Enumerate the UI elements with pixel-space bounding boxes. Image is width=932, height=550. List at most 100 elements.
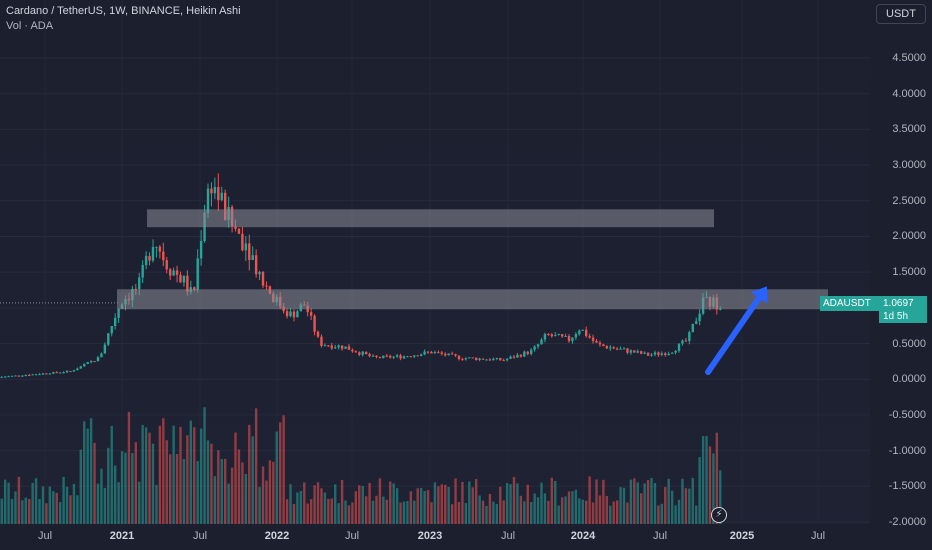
time-tick-label: 2023 bbox=[417, 530, 443, 542]
candle-body bbox=[495, 357, 499, 359]
candle-body bbox=[361, 351, 364, 355]
volume-bar bbox=[320, 488, 323, 524]
candle-body bbox=[584, 329, 588, 337]
volume-bar bbox=[478, 495, 481, 524]
candle-body bbox=[619, 348, 622, 350]
candle-body bbox=[657, 352, 660, 355]
candle-body bbox=[626, 348, 629, 353]
volume-bar bbox=[419, 487, 423, 524]
volume-bar bbox=[454, 478, 457, 524]
volume-bar bbox=[389, 481, 392, 524]
candle-body bbox=[615, 348, 619, 350]
time-tick-label: 2024 bbox=[570, 530, 596, 542]
volume-bar bbox=[499, 486, 502, 524]
volume-bar bbox=[423, 490, 426, 524]
candle-body bbox=[433, 352, 437, 354]
price-tick-label: 2.0000 bbox=[892, 230, 926, 243]
volume-bar bbox=[695, 505, 698, 524]
volume-bar bbox=[650, 477, 653, 524]
candle-body bbox=[103, 344, 107, 354]
volume-bar bbox=[227, 483, 230, 524]
volume-bar bbox=[251, 436, 254, 524]
volume-bar bbox=[175, 453, 179, 524]
volume-bar bbox=[664, 486, 667, 524]
volume-bar bbox=[120, 451, 124, 524]
candle-body bbox=[175, 270, 179, 275]
volume-bar bbox=[567, 491, 571, 524]
candle-body bbox=[695, 321, 698, 324]
candle-body bbox=[474, 357, 478, 361]
volume-bar bbox=[512, 476, 516, 524]
price-tick-label: -0.5000 bbox=[888, 408, 926, 421]
volume-bar bbox=[543, 493, 547, 524]
candle-body bbox=[7, 376, 10, 378]
resistance-zone bbox=[117, 289, 828, 310]
price-chart[interactable] bbox=[0, 0, 870, 524]
volume-bar bbox=[131, 453, 134, 524]
candle-body bbox=[144, 256, 148, 265]
volume-bar bbox=[213, 476, 217, 524]
candle-body bbox=[382, 355, 385, 358]
volume-bar bbox=[155, 485, 158, 524]
volume-bar bbox=[519, 495, 523, 524]
candle-body bbox=[609, 347, 612, 349]
candle-body bbox=[719, 308, 722, 310]
volume-bar bbox=[495, 503, 499, 524]
volume-bar bbox=[715, 432, 719, 524]
volume-bar bbox=[602, 479, 605, 524]
volume-bar bbox=[464, 503, 468, 524]
volume-bar bbox=[533, 493, 536, 524]
chart-title[interactable]: Cardano / TetherUS, 1W, BINANCE, Heikin … bbox=[6, 5, 241, 17]
currency-button[interactable]: USDT bbox=[876, 4, 926, 24]
candle-body bbox=[622, 348, 626, 350]
candle-body bbox=[52, 372, 55, 374]
volume-bar bbox=[217, 450, 220, 524]
volume-bar bbox=[416, 488, 419, 524]
candle-body bbox=[45, 373, 48, 375]
candle-body bbox=[419, 354, 423, 357]
time-tick-label: Jul bbox=[37, 530, 53, 542]
candle-body bbox=[409, 356, 413, 358]
volume-bar bbox=[31, 482, 34, 524]
candle-body bbox=[234, 226, 237, 229]
candle-body bbox=[199, 241, 203, 259]
candle-body bbox=[261, 271, 265, 286]
volume-bar bbox=[485, 505, 488, 524]
candle-body bbox=[413, 355, 416, 357]
candle-body bbox=[468, 357, 471, 359]
candle-body bbox=[358, 352, 361, 355]
volume-bar bbox=[89, 418, 93, 524]
volume-bar bbox=[660, 503, 664, 524]
candle-body bbox=[499, 357, 502, 361]
candle-body bbox=[258, 271, 261, 275]
time-tick-label: Jul bbox=[192, 530, 208, 542]
volume-bar bbox=[406, 501, 409, 524]
volume-bar bbox=[481, 500, 485, 524]
volume-bar bbox=[437, 486, 440, 524]
volume-bar bbox=[234, 432, 237, 524]
chart-area[interactable]: Cardano / TetherUS, 1W, BINANCE, Heikin … bbox=[0, 0, 870, 524]
time-axis[interactable]: Jul 2021 Jul 2022 Jul 2023 Jul 2024 Jul 2025 Jul bbox=[0, 524, 870, 550]
candle-body bbox=[509, 356, 512, 359]
volume-bar bbox=[151, 443, 155, 524]
volume-legend[interactable]: Vol · ADA bbox=[6, 20, 54, 32]
volume-bar bbox=[626, 502, 629, 524]
price-axis[interactable]: 4.5000 4.0000 3.5000 3.0000 2.5000 2.0000 1.50… bbox=[870, 0, 932, 528]
volume-bar bbox=[62, 476, 65, 524]
volume-bar bbox=[72, 483, 76, 524]
candle-body bbox=[186, 275, 189, 292]
volume-bar bbox=[296, 492, 299, 524]
candle-body bbox=[340, 345, 344, 349]
volume-bar bbox=[96, 483, 100, 524]
lightning-bolt-icon[interactable]: ⚡ bbox=[711, 507, 727, 523]
candle-body bbox=[55, 372, 58, 374]
candle-body bbox=[430, 351, 433, 354]
volume-bar bbox=[526, 484, 529, 524]
candle-body bbox=[554, 335, 557, 337]
candle-body bbox=[344, 346, 347, 349]
volume-bar bbox=[76, 495, 79, 524]
volume-bar bbox=[529, 501, 533, 524]
time-tick-label: Jul bbox=[344, 530, 360, 542]
candle-body bbox=[89, 361, 93, 363]
volume-bar bbox=[615, 500, 619, 524]
